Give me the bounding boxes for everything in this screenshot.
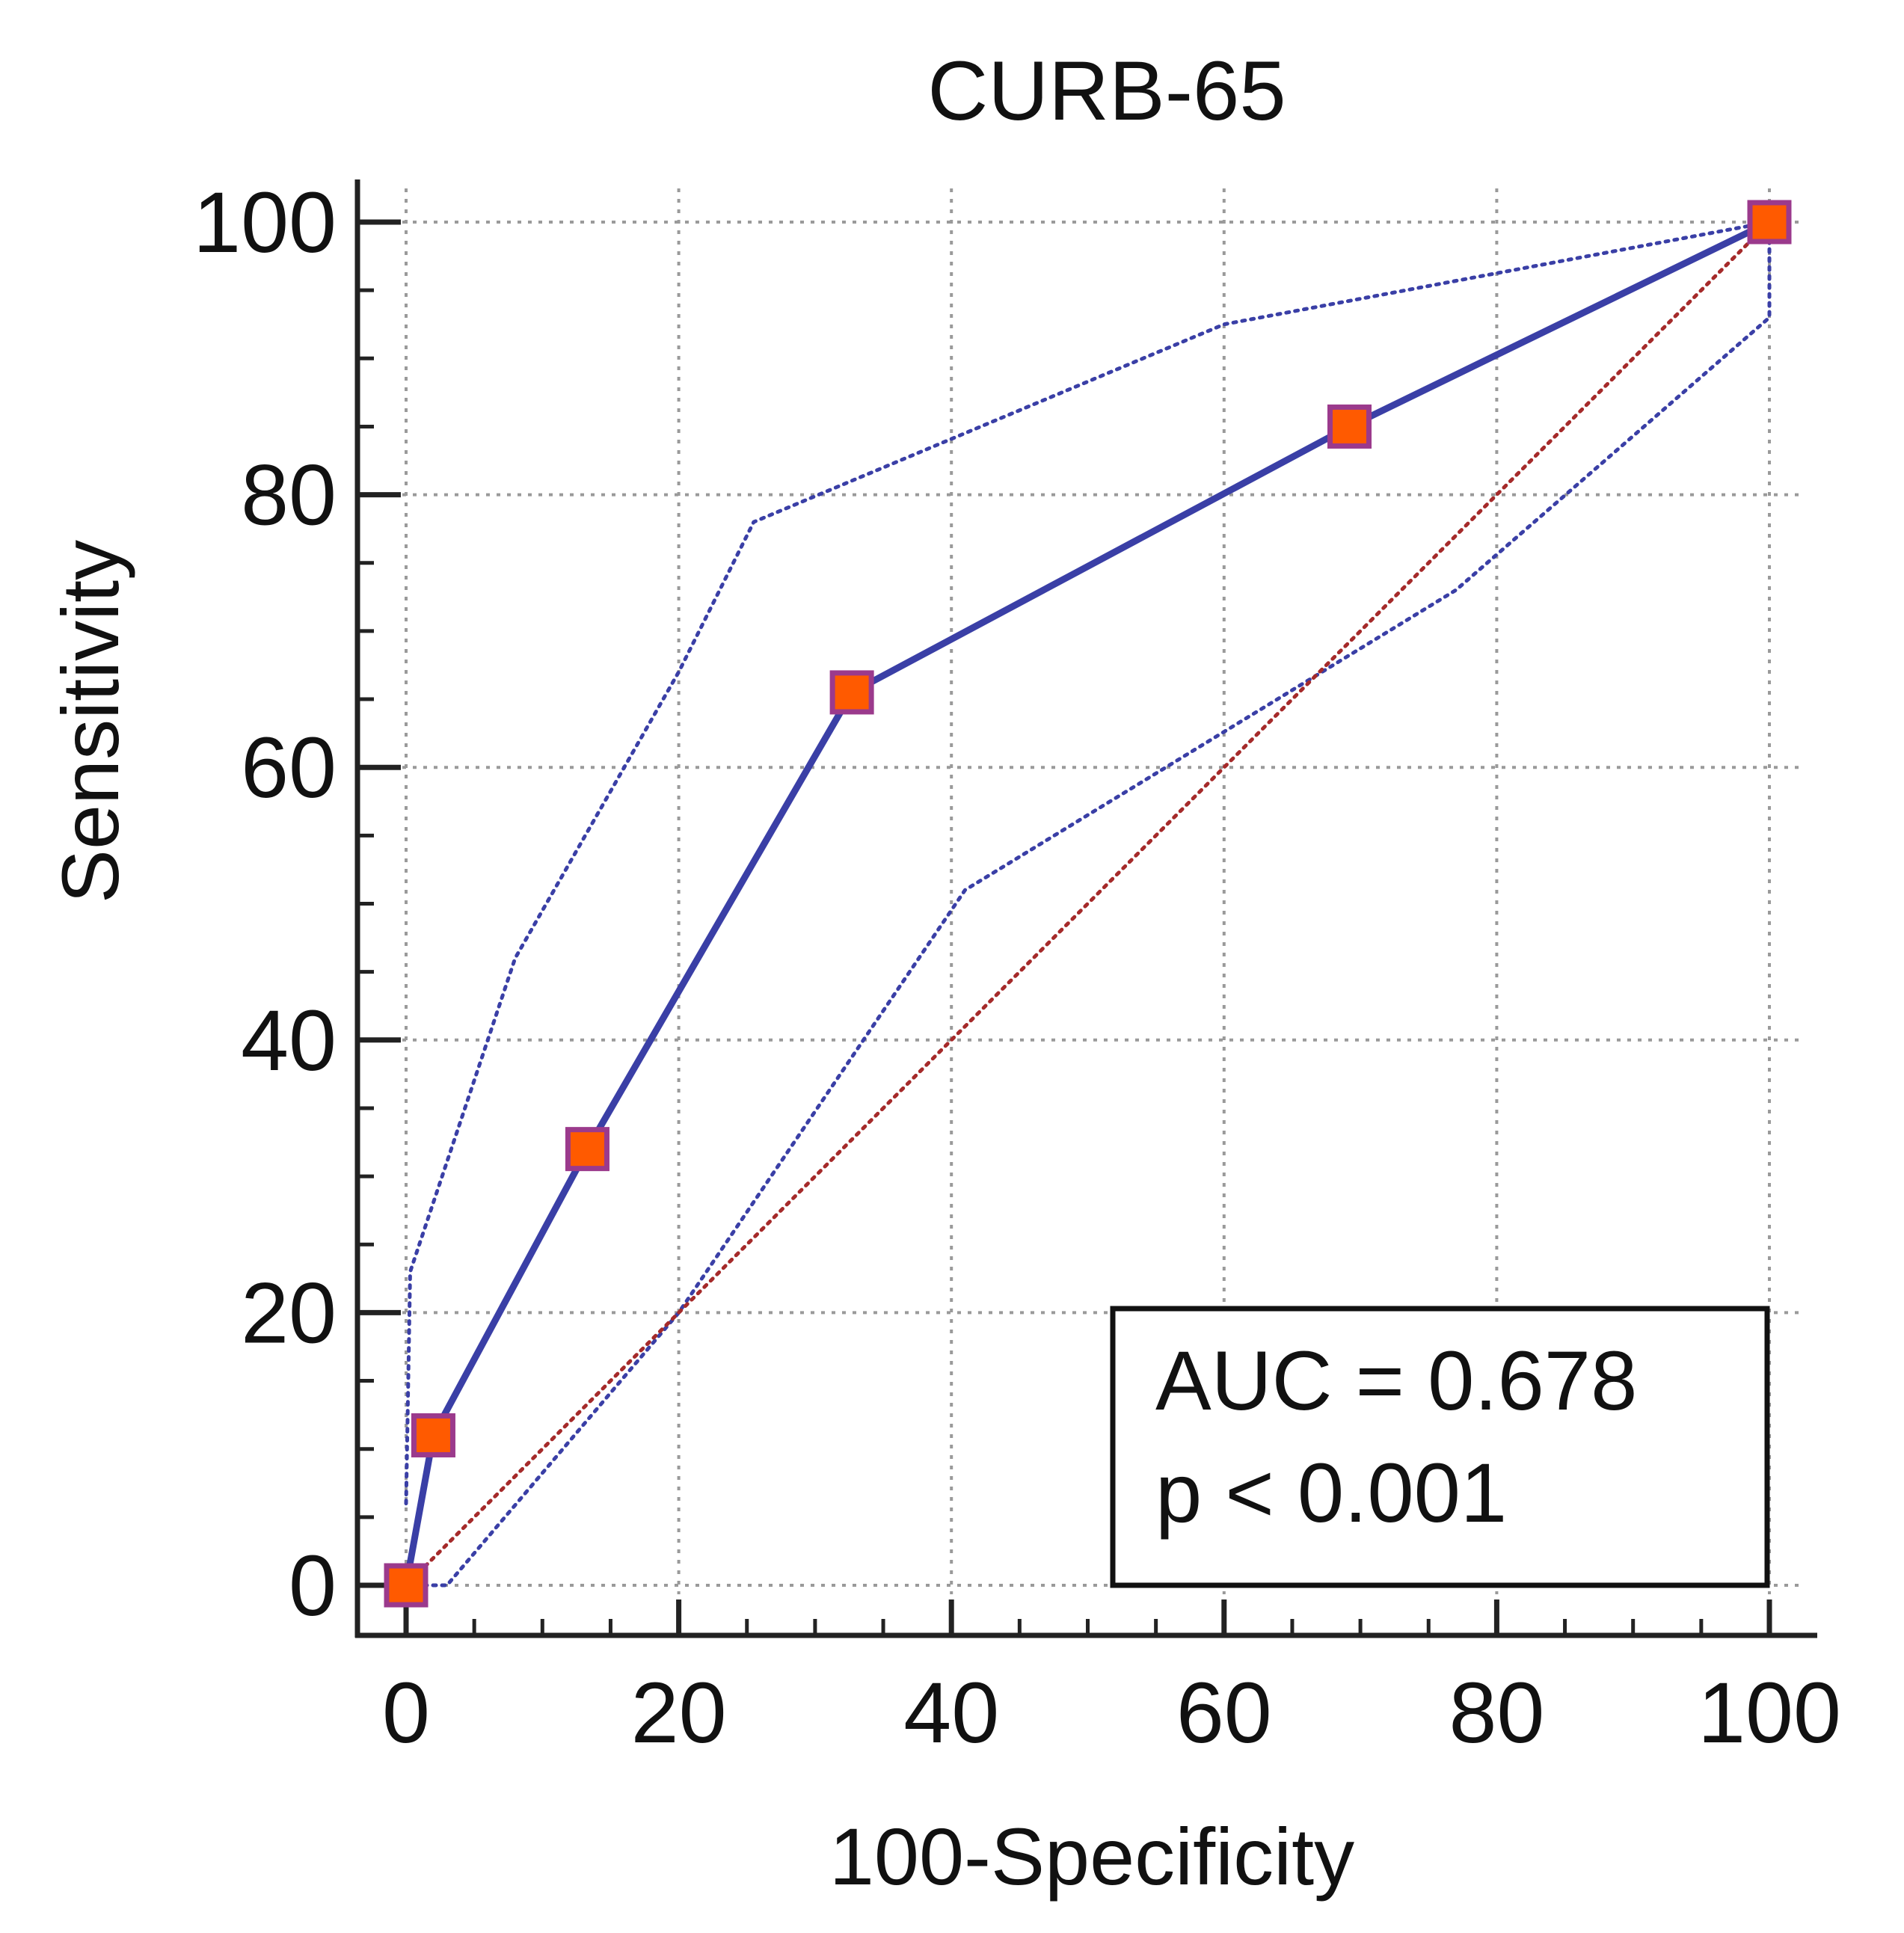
annotation-box: AUC = 0.678 p < 0.001 [1110, 1306, 1770, 1588]
chart-title: CURB-65 [927, 44, 1286, 138]
x-tick-label: 40 [903, 1665, 999, 1761]
x-tick-label: 20 [631, 1665, 727, 1761]
roc-point-marker [829, 670, 874, 715]
y-tick-label: 60 [241, 720, 337, 816]
roc-point-marker [1747, 200, 1792, 245]
annotation-frame [1110, 1306, 1770, 1588]
grid [360, 188, 1803, 1594]
y-tick-label: 100 [193, 175, 337, 271]
roc-point-marker [1327, 404, 1372, 449]
y-tick-label: 40 [241, 993, 337, 1089]
roc-line [402, 218, 1773, 1589]
roc-point-marker [384, 1563, 429, 1608]
p-value-label: p < 0.001 [1155, 1446, 1507, 1540]
y-axis-title: Sensitivity [45, 540, 135, 903]
y-tick-label: 80 [241, 448, 337, 544]
x-axis-title: 100-Specificity [829, 1811, 1354, 1902]
axes: 0 20 40 60 80 100 0 20 40 60 80 100 [193, 175, 1841, 1761]
x-tick-label: 0 [382, 1665, 430, 1761]
y-tick-label: 20 [241, 1265, 337, 1361]
y-tick-label: 0 [289, 1538, 337, 1634]
roc-point-marker [411, 1413, 455, 1457]
ci-lower-line [404, 220, 1772, 1588]
x-tick-label: 60 [1176, 1665, 1272, 1761]
marker-layer [384, 200, 1792, 1608]
x-tick-label: 80 [1449, 1665, 1544, 1761]
ci-upper-line [404, 220, 1772, 1506]
auc-label: AUC = 0.678 [1155, 1334, 1637, 1428]
x-tick-label: 100 [1698, 1665, 1841, 1761]
roc-point-marker [565, 1127, 609, 1172]
reference-diagonal-line [404, 220, 1772, 1588]
series-layer [402, 218, 1773, 1589]
